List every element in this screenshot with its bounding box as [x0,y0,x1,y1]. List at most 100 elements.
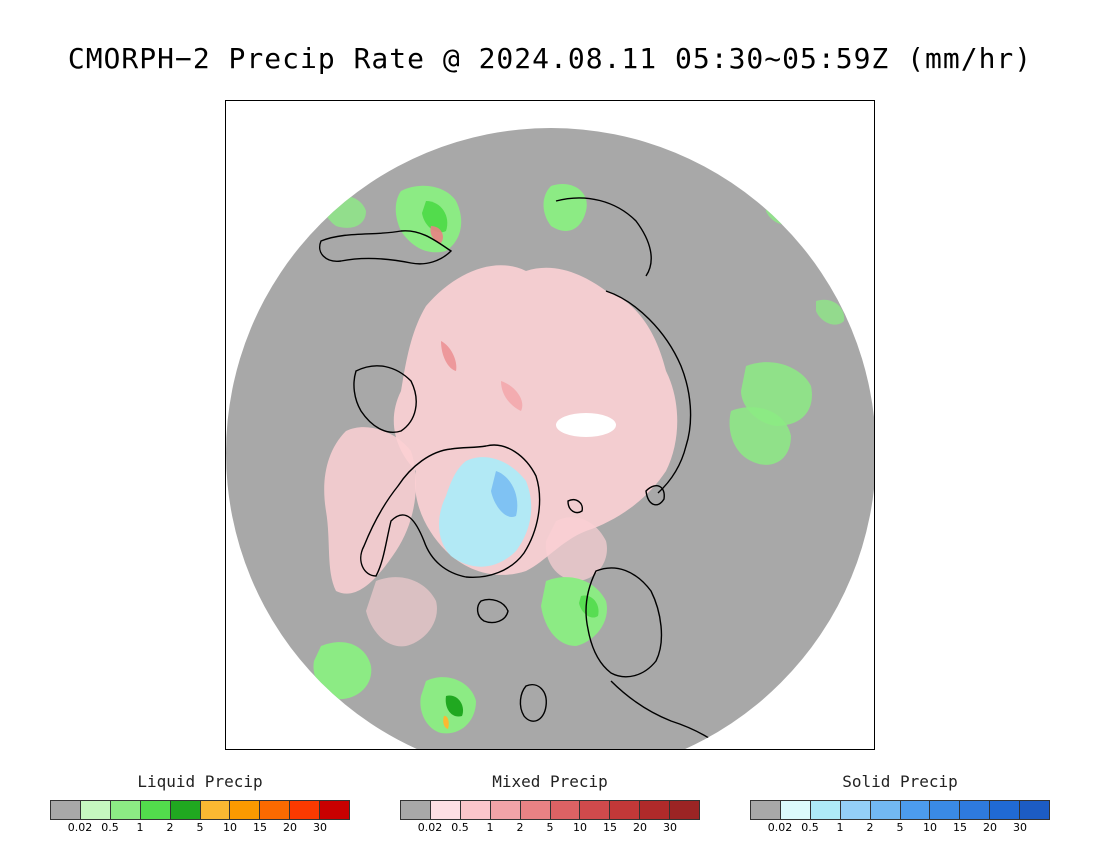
legend-tick-label: 0.02 [417,821,443,834]
legend-swatch [751,801,781,819]
pole-no-data [556,413,616,437]
legend-swatch [580,801,611,819]
liquid-precip-heavy-core [445,695,464,717]
legend-swatch [110,801,141,819]
legend-swatch [930,801,961,819]
legend-swatch [260,801,291,819]
liquid-precip-chukotka [543,183,587,231]
legend-tick-label: 10 [923,821,937,834]
legend-tick-label: 0.5 [451,821,469,834]
legend-liquid: Liquid Precip 0.02 0.5 1 2 5 10 15 20 30 [50,772,350,835]
canadian-arctic-coastline [353,365,417,433]
legend-solid: Solid Precip 0.02 0.5 1 2 5 10 15 20 30 [750,772,1050,835]
legend-tick-label: 0.02 [767,821,793,834]
legend-tick-label: 10 [223,821,237,834]
legend-swatch [140,801,171,819]
legend-title: Solid Precip [842,772,958,791]
legend-swatch [490,801,521,819]
liquid-precip-atlantic [313,642,372,700]
legend-ticks: 0.02 0.5 1 2 5 10 15 20 30 [750,821,1050,835]
legend-swatch [401,801,431,819]
legend-tick-label: 2 [866,821,874,834]
liquid-precip-orange-cell [443,715,449,729]
legend-swatch [670,801,700,819]
novaya-zemlya-coastline [645,485,665,506]
liquid-precip-west-siberia [729,407,791,465]
greenland-coastline [360,444,541,578]
legend-swatch [170,801,201,819]
liquid-precip-mixed-alaska [430,226,443,243]
liquid-precip-scandinavia [579,595,599,618]
iceland-coastline [476,598,509,624]
legend-color-bar [50,800,350,820]
legend-tick-label: 0.5 [101,821,119,834]
legend-swatch [900,801,931,819]
legend-swatch [810,801,841,819]
legend-swatch [520,801,551,819]
legend-tick-label: 1 [486,821,494,834]
liquid-precip-north-europe [541,577,607,646]
legend-title: Liquid Precip [137,772,263,791]
legend-tick-label: 5 [196,821,204,834]
legend-title: Mixed Precip [492,772,608,791]
mixed-precip-streak [441,341,457,371]
legend-swatch [550,801,581,819]
solid-precip-greenland-core [491,471,518,517]
legend-tick-label: 30 [313,821,327,834]
svalbard-coastline [567,499,583,514]
legend-tick-label: 15 [603,821,617,834]
scandinavia-coastline [585,567,663,678]
legend-swatch [290,801,321,819]
legend-tick-label: 5 [896,821,904,834]
legend-ticks: 0.02 0.5 1 2 5 10 15 20 30 [50,821,350,835]
alaska-coastline [319,230,453,265]
legend-tick-label: 2 [166,821,174,834]
legend-tick-label: 30 [1013,821,1027,834]
legend-color-bar [400,800,700,820]
polar-map-frame [225,100,875,750]
legend-tick-label: 0.5 [801,821,819,834]
legend-swatch [460,801,491,819]
mixed-precip-kara-region [545,517,607,581]
legend-mixed: Mixed Precip 0.02 0.5 1 2 5 10 15 20 30 [400,772,700,835]
siberia-coastline [605,290,692,494]
legend-color-bar [750,800,1050,820]
legend-swatch [960,801,991,819]
chukotka-coastline [555,197,652,277]
mixed-precip-scattered [366,577,437,647]
liquid-precip-alaska-core [422,201,448,233]
legend-tick-label: 15 [253,821,267,834]
legend-tick-label: 30 [663,821,677,834]
legend-swatch [200,801,231,819]
liquid-precip-far-east [816,299,845,325]
legend-tick-label: 15 [953,821,967,834]
legend-swatch [990,801,1021,819]
legend-tick-label: 0.02 [67,821,93,834]
polar-precip-map [226,128,874,749]
mixed-precip-greenland-west [324,427,416,594]
legend-tick-label: 20 [633,821,647,834]
legend-tick-label: 1 [836,821,844,834]
legend-tick-label: 5 [546,821,554,834]
legend-tick-label: 10 [573,821,587,834]
legend-tick-label: 20 [283,821,297,834]
legend-swatch [320,801,350,819]
legend-swatch [51,801,81,819]
coastlines [319,197,727,749]
legend-swatch [840,801,871,819]
legend-swatch [870,801,901,819]
legend-swatch [1020,801,1050,819]
legend-swatch [780,801,811,819]
legend-swatch [80,801,111,819]
legend-swatch [430,801,461,819]
legend-swatch [640,801,671,819]
british-isles-coastline [519,684,547,722]
map-title: CMORPH−2 Precip Rate @ 2024.08.11 05:30~… [67,42,1033,75]
legend-swatch [610,801,641,819]
legend-tick-label: 2 [516,821,524,834]
legend-tick-label: 1 [136,821,144,834]
legend-tick-label: 20 [983,821,997,834]
legend-ticks: 0.02 0.5 1 2 5 10 15 20 30 [400,821,700,835]
legend-swatch [230,801,261,819]
mixed-precip-streak [501,381,523,411]
